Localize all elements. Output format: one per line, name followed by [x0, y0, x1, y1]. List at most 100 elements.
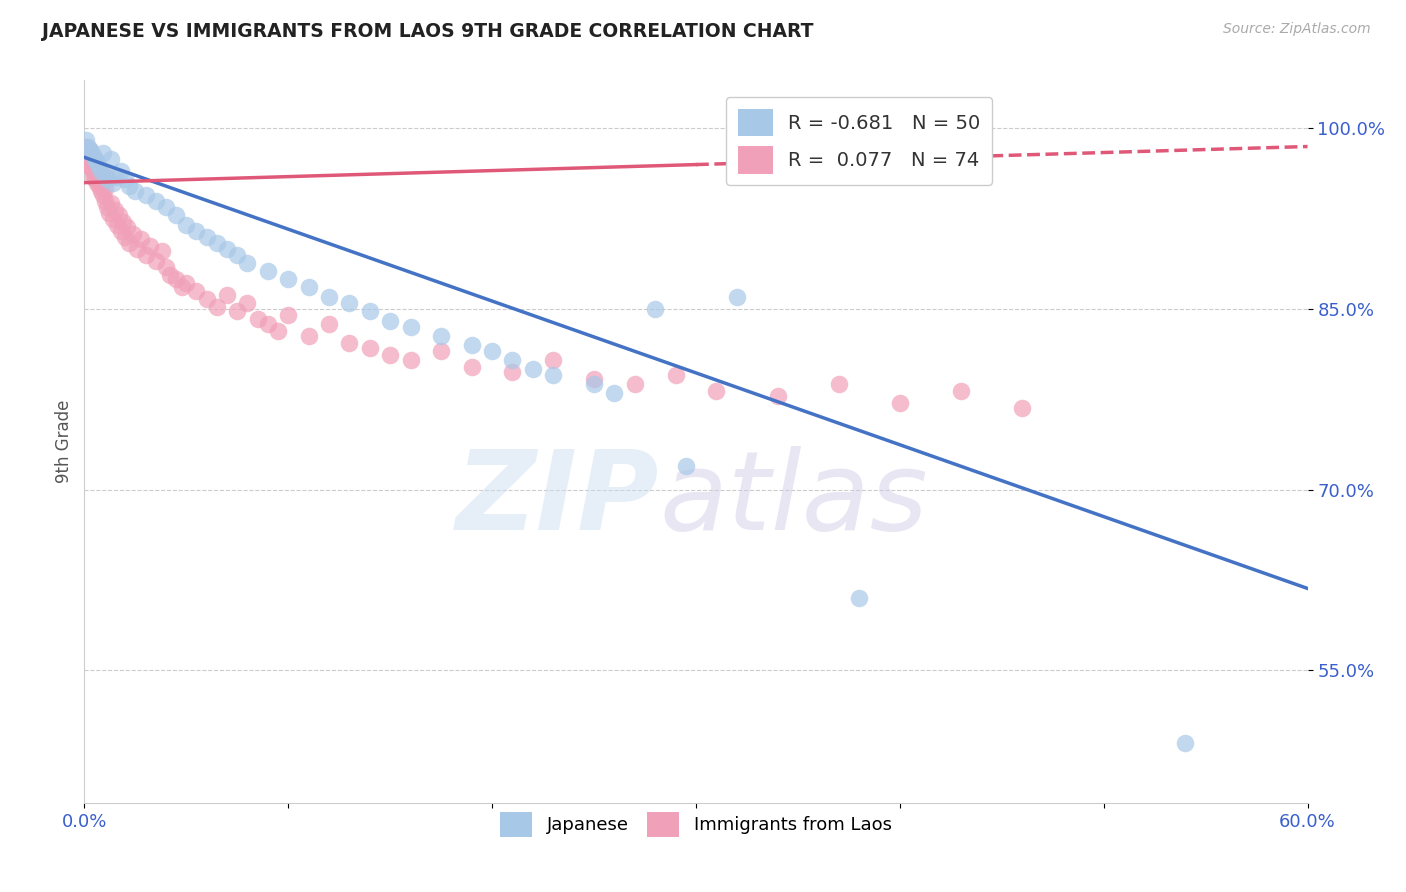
Point: [79, 160, 101, 174]
Point: [172, 280, 194, 294]
Point: [82, 163, 104, 178]
Text: JAPANESE VS IMMIGRANTS FROM LAOS 9TH GRADE CORRELATION CHART: JAPANESE VS IMMIGRANTS FROM LAOS 9TH GRA…: [42, 22, 814, 41]
Point: [105, 218, 128, 232]
Point: [236, 256, 259, 270]
Point: [644, 301, 666, 317]
Point: [706, 384, 728, 398]
Point: [114, 230, 136, 244]
Point: [766, 389, 789, 403]
Point: [101, 176, 124, 190]
Point: [75, 148, 97, 162]
Point: [889, 396, 911, 410]
Point: [226, 304, 249, 318]
Point: [110, 224, 132, 238]
Point: [583, 372, 606, 386]
Point: [246, 311, 269, 326]
Point: [83, 152, 105, 166]
Point: [603, 386, 626, 401]
Point: [77, 139, 100, 153]
Point: [135, 187, 157, 202]
Point: [828, 376, 851, 391]
Point: [318, 317, 340, 331]
Point: [430, 328, 453, 343]
Point: [145, 254, 167, 268]
Point: [339, 296, 361, 310]
Point: [118, 179, 141, 194]
Point: [174, 218, 197, 232]
Point: [145, 194, 167, 208]
Point: [150, 244, 173, 259]
Point: [91, 145, 114, 160]
Point: [155, 260, 177, 274]
Point: [257, 317, 280, 331]
Text: atlas: atlas: [659, 446, 928, 553]
Point: [75, 139, 97, 153]
Point: [186, 224, 208, 238]
Point: [298, 280, 321, 294]
Point: [226, 248, 249, 262]
Point: [104, 169, 127, 184]
Point: [848, 591, 870, 606]
Text: Source: ZipAtlas.com: Source: ZipAtlas.com: [1223, 22, 1371, 37]
Point: [205, 235, 228, 250]
Point: [110, 163, 132, 178]
Point: [399, 320, 422, 334]
Point: [87, 167, 110, 181]
Point: [318, 290, 340, 304]
Point: [93, 167, 115, 181]
Point: [165, 208, 187, 222]
Text: ZIP: ZIP: [456, 446, 659, 553]
Point: [195, 230, 218, 244]
Point: [100, 196, 122, 211]
Point: [87, 160, 110, 174]
Point: [82, 148, 104, 162]
Point: [83, 172, 105, 186]
Point: [96, 172, 118, 186]
Point: [127, 242, 149, 256]
Point: [583, 376, 606, 391]
Point: [399, 352, 422, 367]
Point: [77, 158, 100, 172]
Point: [624, 376, 647, 391]
Point: [83, 152, 105, 166]
Point: [101, 211, 124, 226]
Point: [359, 341, 381, 355]
Point: [502, 365, 524, 379]
Point: [217, 287, 239, 301]
Point: [380, 348, 402, 362]
Y-axis label: 9th Grade: 9th Grade: [55, 400, 73, 483]
Point: [108, 208, 131, 222]
Point: [86, 176, 108, 190]
Point: [461, 338, 484, 352]
Point: [195, 293, 218, 307]
Point: [79, 143, 101, 157]
Point: [114, 172, 136, 186]
Point: [112, 215, 135, 229]
Point: [122, 227, 145, 242]
Point: [90, 184, 112, 198]
Point: [93, 194, 115, 208]
Point: [87, 179, 110, 194]
Point: [155, 200, 177, 214]
Point: [165, 272, 187, 286]
Point: [86, 155, 108, 169]
Point: [75, 133, 97, 147]
Point: [522, 362, 544, 376]
Point: [257, 263, 280, 277]
Point: [380, 314, 402, 328]
Point: [96, 200, 118, 214]
Point: [277, 272, 299, 286]
Point: [90, 172, 112, 186]
Point: [91, 187, 114, 202]
Point: [174, 276, 197, 290]
Point: [100, 152, 122, 166]
Point: [267, 324, 290, 338]
Legend: Japanese, Immigrants from Laos: Japanese, Immigrants from Laos: [492, 805, 900, 845]
Point: [96, 169, 118, 184]
Point: [502, 352, 524, 367]
Point: [90, 163, 112, 178]
Point: [217, 242, 239, 256]
Point: [481, 344, 503, 359]
Point: [461, 359, 484, 374]
Point: [79, 143, 101, 157]
